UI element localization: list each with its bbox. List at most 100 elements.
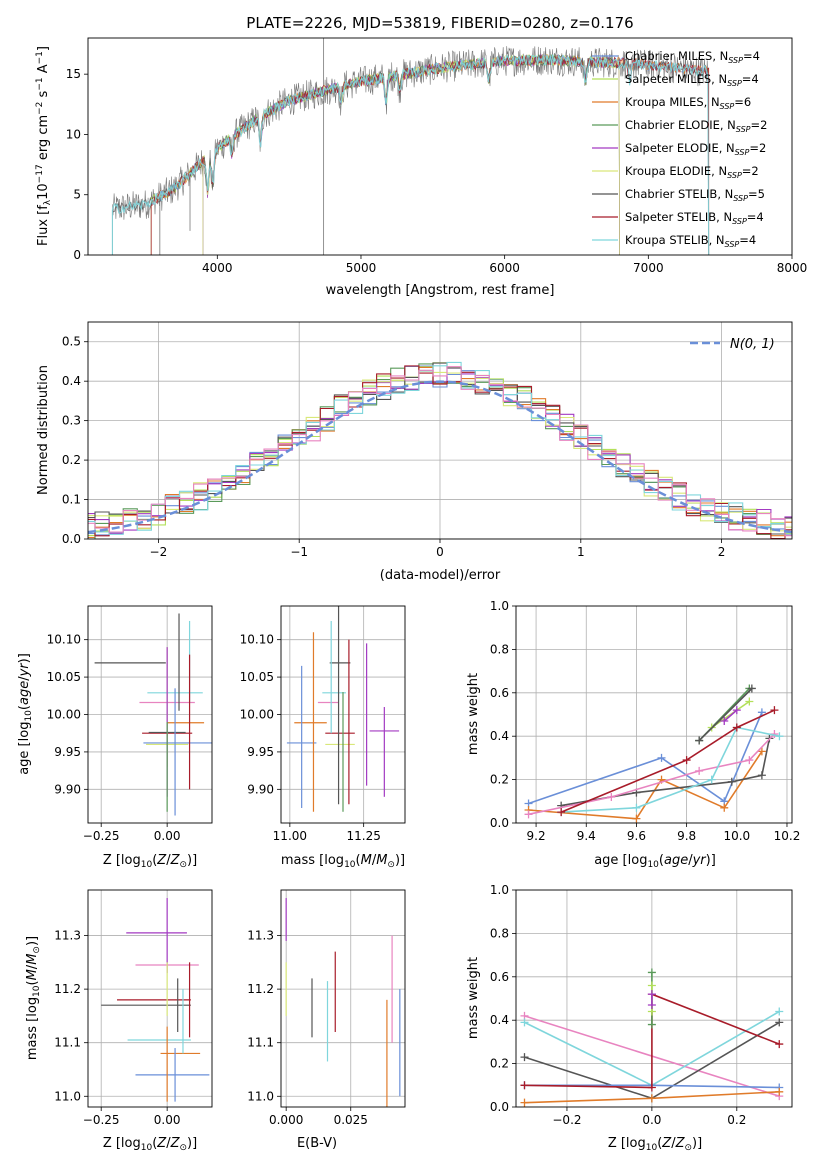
age_vs_Z-frame [87, 605, 213, 824]
y-tick-label: 0.0 [490, 816, 509, 830]
legend-label-kroupa_miles: Kroupa MILES, NSSP=6 [625, 95, 751, 111]
x-tick-label: −0.2 [552, 1113, 581, 1127]
x-tick-label: −0.25 [83, 829, 120, 843]
weight-vs-age-panel: age [log10(age/yr)] mass weight 9.2 9.4 9.… [466, 599, 800, 870]
y-tick-label: 10.10 [47, 633, 81, 647]
y-tick-label: 0.8 [490, 926, 509, 940]
y-tick-label: 0.4 [62, 374, 81, 388]
x-tick-label: 9.6 [627, 829, 646, 843]
legend-label-salpeter_stelib: Salpeter STELIB, NSSP=4 [625, 210, 764, 226]
weight-marker-chabrier_miles [657, 753, 666, 762]
x-tick-label: 2 [718, 545, 726, 559]
mass-vs-Z-ylabel: mass [log10(M/M⊙)] [25, 936, 42, 1060]
spectrum-model-salpeter_stelib [150, 53, 710, 255]
residuals-legend: N(0, 1) [690, 337, 775, 352]
histogram-pink [88, 366, 792, 537]
weight-marker-chabrier_stelib [695, 736, 704, 745]
y-tick-label: 11.2 [54, 982, 81, 996]
weight-marker-salpeter_elodie [732, 706, 741, 715]
mass_vs_Z-axes: −0.25 0.00 11.0 11.1 11.2 11.3 [54, 929, 180, 1127]
weight-marker-chabrier_miles [757, 708, 766, 717]
weight-marker-pink [607, 792, 616, 801]
weight-vs-Z-panel: Z [log10(Z/Z⊙)] mass weight −0.2 0.0 0.2 0.… [466, 883, 793, 1153]
weight-marker-kroupa_stelib [707, 775, 716, 784]
x-tick-label: 1 [577, 545, 585, 559]
age_vs_Z-axes: −0.25 0.00 9.90 9.95 10.00 10.05 10.10 [47, 633, 181, 843]
residuals-ylabel: Normed distribution [36, 365, 51, 495]
x-tick-label: 5000 [346, 261, 377, 275]
weight-marker-salpeter_stelib [520, 1081, 529, 1090]
y-tick-label: 11.0 [247, 1089, 274, 1103]
x-tick-label: 4000 [202, 261, 233, 275]
residuals-xlabel: (data-model)/error [380, 568, 501, 583]
weight-vs-Z-xlabel: Z [log10(Z/Z⊙)] [608, 1136, 702, 1153]
weight-marker-pink [524, 810, 533, 819]
weight-marker-chabrier_stelib [727, 777, 736, 786]
legend-label-chabrier_miles: Chabrier MILES, NSSP=4 [625, 49, 760, 65]
y-tick-label: 0.4 [490, 729, 509, 743]
weight-marker-chabrier_elodie [647, 1020, 656, 1029]
y-tick-label: 0.2 [490, 1057, 509, 1071]
legend-label-chabrier_stelib: Chabrier STELIB, NSSP=5 [625, 187, 765, 203]
y-tick-label: 11.2 [247, 982, 274, 996]
legend-label-kroupa_stelib: Kroupa STELIB, NSSP=4 [625, 233, 756, 249]
weight-line-salpeter_elodie [723, 709, 738, 722]
weight-marker-pink [695, 766, 704, 775]
y-tick-label: 0.6 [490, 970, 509, 984]
x-tick-label: 10.2 [774, 829, 801, 843]
weight_vs_Z-axes: −0.2 0.0 0.2 0.0 0.2 0.4 0.6 0.8 1.0 [490, 883, 746, 1127]
weight-marker-kroupa_miles [757, 747, 766, 756]
mass_vs_Z-plot-area [88, 890, 212, 1107]
x-tick-label: 8000 [777, 261, 808, 275]
spectrum-axes: 4000 5000 6000 7000 8000 0 5 10 15 [66, 67, 808, 275]
x-tick-label: 0.00 [154, 1113, 181, 1127]
y-tick-label: 0.5 [62, 335, 81, 349]
weight-marker-chabrier_elodie [647, 968, 656, 977]
y-tick-label: 10.00 [47, 708, 81, 722]
weight_vs_Z-plot-area [516, 890, 792, 1107]
weight-line-chabrier_miles [528, 711, 763, 805]
y-tick-label: 5 [73, 188, 81, 202]
y-tick-label: 10.00 [240, 708, 274, 722]
spectrum-model-kroupa_stelib [111, 53, 710, 255]
spectrum-ylabel: Flux [fλ10−17 erg cm−2 s−1 A−1] [35, 46, 53, 246]
age_vs_mass-plot-area [281, 606, 405, 823]
age_vs_mass-frame [280, 605, 406, 824]
x-tick-label: 0 [436, 545, 444, 559]
weight-marker-salpeter_stelib [732, 723, 741, 732]
x-tick-label: 0.025 [334, 1113, 368, 1127]
y-tick-label: 0.3 [62, 414, 81, 428]
mass_vs_ebv-axes: 0.000 0.025 11.0 11.1 11.2 11.3 [247, 929, 368, 1127]
weight-line-salpeter_stelib [524, 993, 780, 1089]
weight-marker-kroupa_stelib [775, 732, 784, 741]
weight-marker-chabrier_stelib [775, 1018, 784, 1027]
histogram-kroupa_stelib [88, 361, 792, 535]
y-tick-label: 0.0 [62, 532, 81, 546]
weight-marker-kroupa_stelib [632, 803, 641, 812]
x-tick-label: 0.000 [269, 1113, 303, 1127]
weight-marker-salpeter_elodie [720, 717, 729, 726]
spectrum-model-kroupa_elodie [202, 53, 620, 255]
mass-vs-ebv-xlabel: E(B-V) [297, 1136, 337, 1151]
weight-marker-chabrier_stelib [757, 771, 766, 780]
weight-marker-salpeter_miles [745, 697, 754, 706]
x-tick-label: 9.4 [577, 829, 596, 843]
spectrum-xlabel: wavelength [Angstrom, rest frame] [326, 283, 555, 298]
residuals-frame [87, 321, 793, 540]
weight-marker-salpeter_stelib [557, 808, 566, 817]
weight-marker-kroupa_stelib [520, 1018, 529, 1027]
weight-marker-kroupa_stelib [775, 1007, 784, 1016]
age-vs-mass-xlabel: mass [log10(M/M⊙)] [281, 853, 405, 870]
y-tick-label: 10 [66, 127, 81, 141]
y-tick-label: 10.05 [47, 670, 81, 684]
x-tick-label: 9.8 [677, 829, 696, 843]
x-tick-label: 0.00 [154, 829, 181, 843]
y-tick-label: 9.90 [54, 782, 81, 796]
weight-marker-salpeter_elodie [647, 990, 656, 999]
y-tick-label: 9.95 [247, 745, 274, 759]
mass_vs_ebv-plot-area [281, 890, 405, 1107]
weight-marker-kroupa_miles [775, 1087, 784, 1096]
y-tick-label: 0.4 [490, 1013, 509, 1027]
age-vs-mass-panel: mass [log10(M/M⊙)] 11.00 11.25 9.90 9.95 10.… [240, 605, 406, 870]
